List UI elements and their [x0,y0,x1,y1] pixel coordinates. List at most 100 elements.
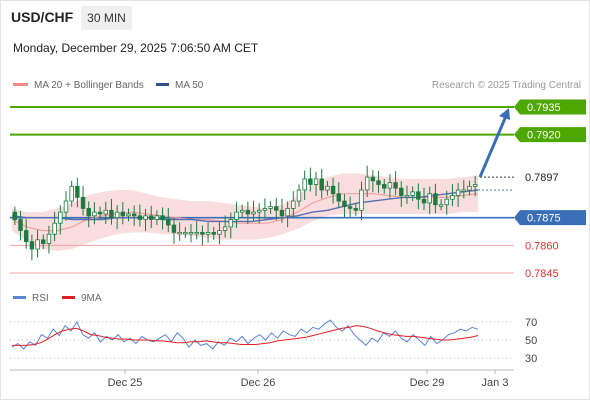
candle-body-38 [228,219,234,228]
level-tag-0.7845: 0.7845 [525,268,559,280]
candle-body-42 [251,211,256,215]
projection-arrow-shaft [478,115,508,178]
candle-body-23 [143,215,148,220]
candle-body-61 [359,189,364,211]
candle-body-44 [262,208,268,211]
candle-body-27 [166,219,171,226]
candle-body-0 [12,211,18,220]
level-tag-shape [516,169,586,185]
candle-body-10 [69,185,74,202]
level-tag-0.7935: 0.7935 [514,99,586,115]
candle-body-57 [336,193,341,202]
legend-rsi: RSI [13,293,49,305]
projection-arrow-head [499,108,510,120]
candle-body-5 [41,239,46,244]
candle-body-53 [313,178,319,185]
candle-body-31 [188,232,194,235]
candle-body-21 [131,213,137,217]
candle-body-62 [364,176,370,191]
ma20-swatch [13,82,28,86]
candle-body-75 [438,204,444,207]
projection-layer [478,108,510,178]
rsi-tick-label: 50 [525,335,537,347]
time-tick-label: Dec 29 [410,377,445,389]
candle-body-73 [427,193,432,204]
candle-body-34 [205,232,211,235]
candle-body-72 [421,198,427,204]
candle-body-41 [245,209,251,215]
candle-body-29 [177,232,182,235]
candle-body-74 [433,193,438,206]
candle-body-1 [18,219,23,231]
instrument-title: USD/CHF [11,9,74,25]
legend-ma50-label: MA 50 [175,80,204,91]
rsi-tick-label: 70 [525,317,537,329]
candle-body-68 [399,187,404,196]
time-tick-label: Jan 3 [482,377,509,389]
candle-body-17 [109,209,114,219]
time-axis-layer: Dec 25 Dec 26 Dec 29 Jan 3 [10,369,514,389]
candle-body-3 [29,241,35,250]
candle-body-20 [126,213,131,217]
candle-body-63 [370,176,376,182]
candle-body-24 [149,215,154,220]
candle-body-18 [114,211,120,219]
level-tag-text: 0.7860 [525,240,559,252]
legend-rsi-ma-label: 9MA [81,293,102,304]
rsi-ma-swatch [62,295,75,299]
candle-body-52 [308,178,313,185]
candle-body-80 [467,185,472,191]
legend-ma20: MA 20 + Bollinger Bands [13,80,144,92]
rsi-series-9ma [12,325,479,346]
candle-body-56 [330,185,336,195]
candle-body-9 [63,200,69,213]
candle-body-66 [387,182,393,189]
candle-body-81 [472,184,478,187]
bollinger-band-layer [12,173,478,251]
candle-body-40 [239,209,245,213]
research-credit: Research © 2025 Trading Central [431,80,581,91]
candles-layer [12,165,478,261]
legend-rsi-label: RSI [32,293,49,304]
candle-body-70 [410,191,415,196]
candle-body-79 [461,189,467,192]
level-tags-layer: 0.7935 0.7920 0.7897 0.7875 0.7860 0.7845 [514,99,586,280]
level-tag-text: 0.7935 [527,102,561,114]
candle-body-71 [416,191,421,200]
time-tick-label: Dec 25 [108,377,143,389]
timeframe-button[interactable]: 30 MIN [81,6,132,30]
candle-body-67 [393,182,398,189]
candle-body-7 [52,222,57,235]
candle-body-8 [58,211,63,224]
candle-body-25 [154,215,160,220]
candle-body-14 [92,211,97,217]
candle-body-22 [137,215,143,220]
candle-body-36 [217,230,222,235]
candle-body-33 [200,232,205,235]
moving-averages-layer [11,189,514,232]
candle-body-59 [347,206,353,209]
candle-body-12 [80,196,86,209]
candle-body-39 [234,211,239,220]
candle-body-2 [23,230,29,243]
candle-body-77 [450,195,455,200]
candle-body-15 [97,211,103,215]
level-tag-0.7875: 0.7875 [514,210,586,226]
bollinger-band [12,173,478,251]
level-tag-text: 0.7920 [527,130,561,142]
rsi-swatch [13,295,26,299]
candle-body-37 [222,226,228,231]
legend-rsi-ma: 9MA [62,293,102,305]
rsi-series-rsi [11,319,479,350]
candle-body-6 [46,233,52,244]
candle-body-11 [75,185,80,198]
candle-body-4 [35,239,40,250]
candle-body-43 [256,209,262,213]
candle-body-51 [302,178,307,191]
candle-body-50 [296,189,302,202]
level-tag-text: 0.7875 [527,213,561,225]
candle-body-69 [404,195,410,198]
candle-body-58 [342,200,347,207]
candle-body-26 [160,215,165,220]
